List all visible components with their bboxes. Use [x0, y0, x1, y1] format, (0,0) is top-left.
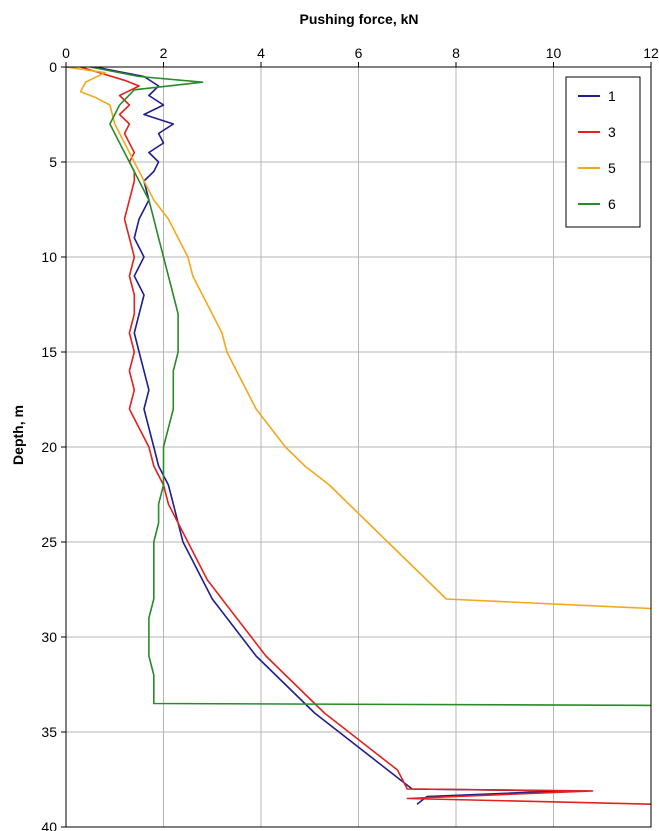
y-tick-label: 35 [41, 724, 57, 740]
y-tick-label: 0 [49, 59, 57, 75]
legend-label-3: 3 [608, 124, 616, 140]
x-tick-label: 10 [546, 45, 562, 61]
y-axis-title: Depth, m [10, 405, 26, 465]
y-tick-label: 25 [41, 534, 57, 550]
legend-box [566, 77, 640, 227]
x-tick-label: 4 [257, 45, 265, 61]
x-tick-label: 0 [62, 45, 70, 61]
x-tick-label: 2 [160, 45, 168, 61]
x-tick-label: 12 [643, 45, 659, 61]
y-tick-label: 30 [41, 629, 57, 645]
y-tick-label: 15 [41, 344, 57, 360]
legend: 1 3 5 6 [566, 77, 640, 227]
series-1-line [95, 67, 563, 804]
x-tick-label: 6 [355, 45, 363, 61]
y-tick-label: 10 [41, 249, 57, 265]
y-tick-label: 5 [49, 154, 57, 170]
legend-label-6: 6 [608, 196, 616, 212]
y-tick-label: 20 [41, 439, 57, 455]
legend-label-1: 1 [608, 88, 616, 104]
legend-label-5: 5 [608, 160, 616, 176]
x-axis-title: Pushing force, kN [299, 11, 418, 27]
x-tick-label: 8 [452, 45, 460, 61]
y-tick-label: 40 [41, 819, 57, 831]
